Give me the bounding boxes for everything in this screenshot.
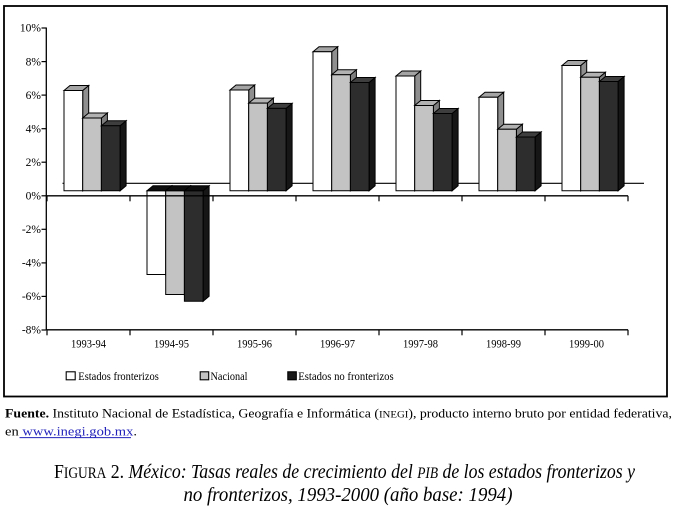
svg-text:-2%: -2%	[22, 224, 42, 236]
svg-text:Estados no fronterizos: Estados no fronterizos	[298, 371, 394, 383]
svg-text:6%: 6%	[26, 90, 42, 102]
svg-text:Fuente. Instituto Nacional de: Fuente. Instituto Nacional de Estadístic…	[5, 407, 672, 421]
svg-text:8%: 8%	[26, 56, 42, 68]
svg-text:4%: 4%	[26, 123, 42, 135]
svg-text:1993-94: 1993-94	[71, 339, 106, 351]
svg-text:1996-97: 1996-97	[320, 339, 355, 351]
svg-text:-4%: -4%	[22, 258, 42, 270]
svg-text:1997-98: 1997-98	[403, 339, 438, 351]
svg-text:1998-99: 1998-99	[486, 339, 521, 351]
svg-text:1999-00: 1999-00	[569, 339, 604, 351]
svg-text:Nacional: Nacional	[211, 371, 248, 383]
svg-text:1995-96: 1995-96	[237, 339, 272, 351]
svg-text:Estados fronterizos: Estados fronterizos	[78, 371, 159, 383]
svg-text:-8%: -8%	[22, 325, 42, 337]
svg-text:FIGURA 2. México: Tasas reales: FIGURA 2. México: Tasas reales de crecim…	[54, 461, 636, 483]
svg-text:-6%: -6%	[22, 291, 42, 303]
svg-text:en www.inegi.gob.mx.: en www.inegi.gob.mx.	[5, 424, 137, 438]
svg-text:no fronterizos, 1993-2000 (año: no fronterizos, 1993-2000 (año base: 199…	[184, 484, 513, 506]
svg-text:0%: 0%	[26, 191, 42, 203]
svg-text:1994-95: 1994-95	[154, 339, 189, 351]
svg-text:2%: 2%	[26, 157, 42, 169]
svg-text:10%: 10%	[20, 23, 42, 35]
